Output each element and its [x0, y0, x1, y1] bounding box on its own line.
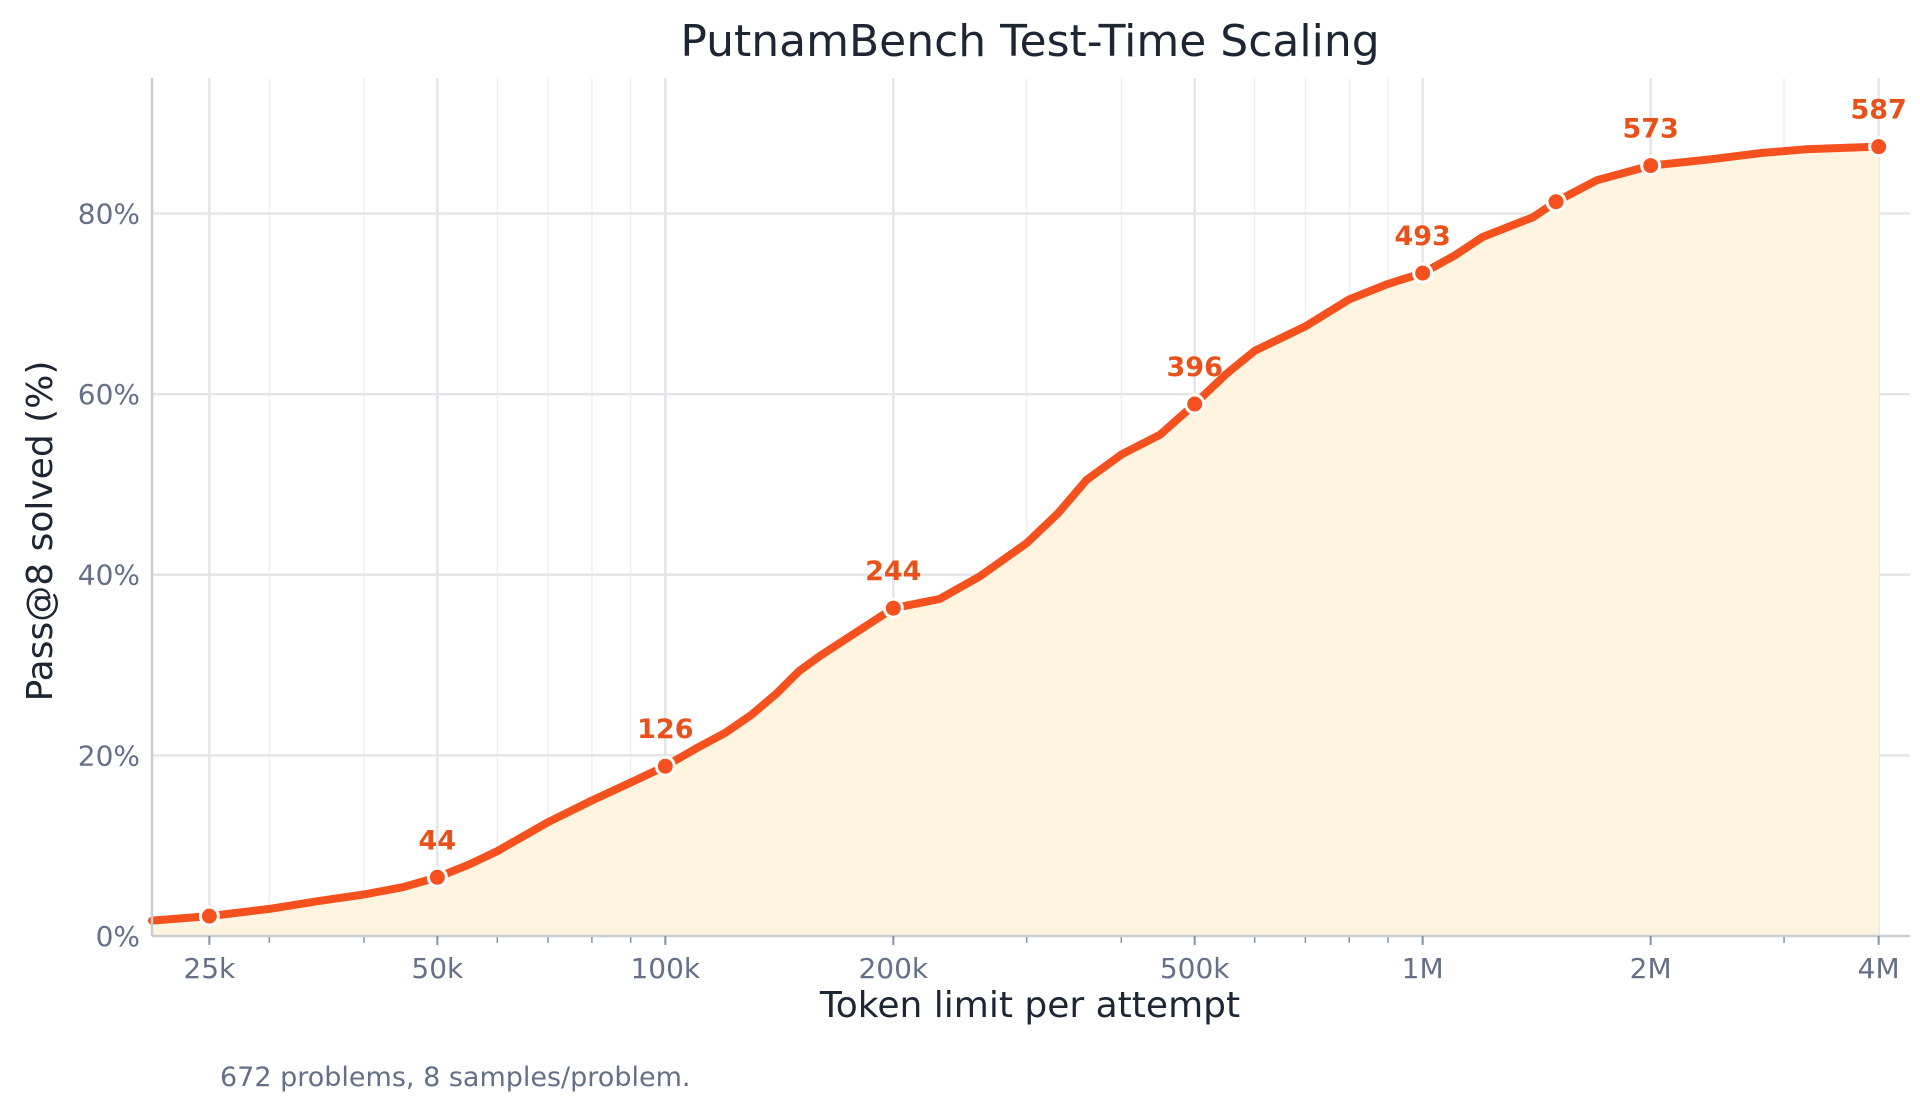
data-label: 396 — [1167, 352, 1223, 383]
marker-point — [654, 755, 676, 777]
x-tick-label: 50k — [411, 952, 464, 985]
axes — [150, 78, 1910, 938]
data-label: 244 — [865, 556, 921, 587]
marker-point — [1412, 262, 1434, 284]
x-tick-label: 200k — [858, 952, 928, 985]
y-tick-label: 60% — [78, 378, 140, 411]
area-fill — [152, 146, 1879, 937]
marker-point — [1184, 393, 1206, 415]
x-axis-label: Token limit per attempt — [819, 985, 1240, 1026]
marker-point — [1640, 155, 1662, 177]
series-line — [148, 142, 1883, 925]
chart-title: PutnamBench Test-Time Scaling — [680, 16, 1379, 67]
x-tick-label: 4M — [1858, 952, 1900, 985]
y-tick-label: 0% — [96, 920, 140, 953]
x-tick-label: 2M — [1630, 952, 1672, 985]
data-label: 587 — [1850, 95, 1906, 126]
marker-point — [1868, 136, 1890, 158]
footnote: 672 problems, 8 samples/problem. — [220, 1062, 691, 1093]
data-label: 493 — [1394, 221, 1450, 252]
marker-point — [882, 597, 904, 619]
data-label: 573 — [1622, 114, 1678, 145]
marker-point — [1545, 191, 1567, 213]
x-tick-label: 500k — [1160, 952, 1230, 985]
y-tick-label: 20% — [78, 739, 140, 772]
marker-point — [198, 905, 220, 927]
y-tick-label: 80% — [78, 197, 140, 230]
y-axis-label: Pass@8 solved (%) — [20, 361, 61, 702]
x-tick-label: 25k — [183, 952, 236, 985]
tick-labels: 25k 50k 100k 200k 500k 1M 2M 4M 0% 20% 40% 60% 80% — [78, 197, 1900, 985]
x-tick-label: 100k — [630, 952, 700, 985]
data-label: 126 — [637, 714, 693, 745]
x-tick-label: 1M — [1402, 952, 1444, 985]
data-markers: 44 126 244 396 493 573 587 — [198, 95, 1907, 927]
data-label: 44 — [419, 825, 457, 856]
y-tick-label: 40% — [78, 559, 140, 592]
marker-point — [426, 866, 448, 888]
